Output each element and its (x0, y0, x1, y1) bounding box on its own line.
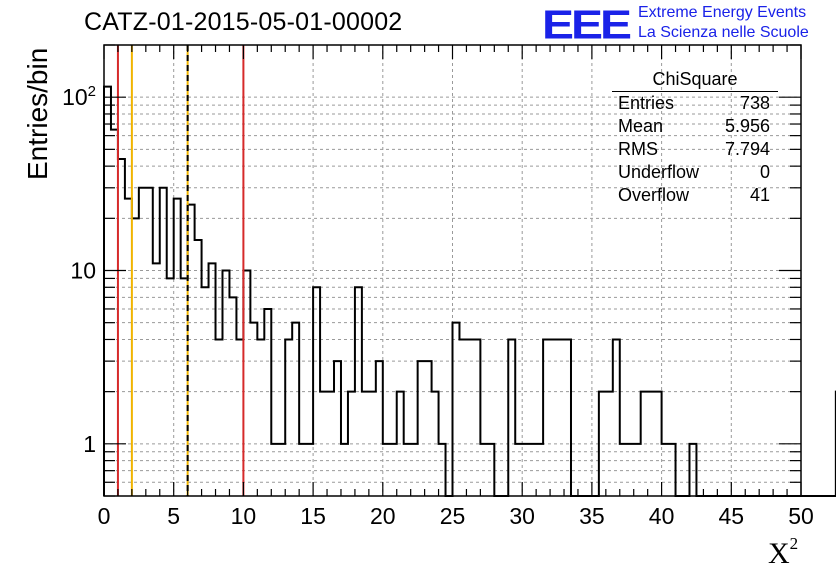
stats-key: Mean (618, 116, 664, 136)
x-tick-label: 35 (579, 503, 605, 529)
histogram-bin (229, 297, 236, 496)
histogram-bin (453, 323, 460, 496)
histogram-bin (139, 188, 146, 496)
histogram-bin (160, 188, 167, 496)
logo-caption: Extreme Energy Events La Scienza nelle S… (638, 3, 809, 43)
histogram-bin (425, 361, 432, 496)
histogram-outline (103, 85, 836, 497)
x-tick-label: 40 (649, 503, 675, 529)
histogram-bin (250, 323, 257, 496)
histogram-bin (557, 339, 564, 496)
histogram-bin (181, 278, 188, 496)
histogram-bin (550, 339, 557, 496)
x-tick-label: 15 (300, 503, 326, 529)
eee-logo: EEE (542, 2, 632, 48)
y-tick-label: 102 (62, 83, 96, 110)
histogram-bin (292, 323, 299, 496)
histogram-bin (236, 339, 243, 496)
stats-row-mean: Mean 5.956 (618, 115, 770, 137)
stats-box-rule (612, 91, 778, 92)
histogram-bin (334, 361, 341, 496)
y-tick-label: 1 (83, 431, 96, 457)
histogram-bin (132, 218, 139, 496)
stats-row-rms: RMS 7.794 (618, 138, 770, 160)
y-tick-exponent: 2 (88, 83, 96, 100)
x-tick-label: 50 (788, 503, 814, 529)
histogram-bin (613, 339, 620, 496)
histogram-bin (118, 159, 125, 496)
histogram-bin (543, 339, 550, 496)
y-tick-label: 10 (70, 258, 96, 284)
histogram-bin (418, 361, 425, 496)
stats-value: 7.794 (724, 139, 770, 159)
x-axis-label: X2 (768, 534, 798, 571)
histogram-bin (216, 339, 223, 496)
stats-value: 5.956 (724, 116, 770, 136)
x-tick-label: 5 (167, 503, 180, 529)
histogram-bin (564, 339, 571, 496)
chart-title: CATZ-01-2015-05-01-00002 (84, 8, 403, 36)
histogram-bin (146, 188, 153, 496)
stats-key: RMS (618, 139, 658, 159)
stats-key: Underflow (618, 162, 700, 182)
histogram-bin (459, 339, 466, 496)
histogram-bin (466, 339, 473, 496)
histogram-bin (111, 130, 118, 496)
stats-row-overflow: Overflow 41 (618, 184, 770, 206)
x-tick-label: 20 (370, 503, 396, 529)
stats-key: Overflow (618, 185, 690, 205)
histogram-bin (243, 271, 250, 497)
x-tick-label: 25 (440, 503, 466, 529)
stats-row-entries: Entries 738 (618, 92, 770, 114)
histogram-bin (285, 339, 292, 496)
y-axis-label: Entries/bin (22, 47, 53, 180)
x-axis-label-exponent: 2 (789, 534, 799, 553)
stats-value: 0 (759, 162, 770, 182)
histogram-bin (376, 361, 383, 496)
x-tick-label: 30 (509, 503, 535, 529)
stats-box-title: ChiSquare (652, 69, 738, 89)
logo-line-2: La Scienza nelle Scuole (638, 24, 809, 41)
stats-key: Entries (618, 93, 675, 113)
x-axis-label-base: X (768, 537, 790, 570)
histogram-bin (222, 271, 229, 497)
histogram-bin (188, 205, 195, 496)
stats-row-underflow: Underflow 0 (618, 161, 770, 183)
histogram-bin (473, 339, 480, 496)
stats-value: 738 (739, 93, 770, 113)
x-tick-label: 45 (719, 503, 745, 529)
x-tick-label: 10 (231, 503, 257, 529)
histogram-bin (508, 339, 515, 496)
stats-value: 41 (749, 185, 770, 205)
histogram-bin (264, 309, 271, 496)
x-tick-label: 0 (98, 503, 111, 529)
histogram-bin (167, 278, 174, 496)
logo-line-1: Extreme Energy Events (638, 4, 807, 21)
histogram-bin (257, 339, 264, 496)
histogram-bin (104, 87, 111, 496)
